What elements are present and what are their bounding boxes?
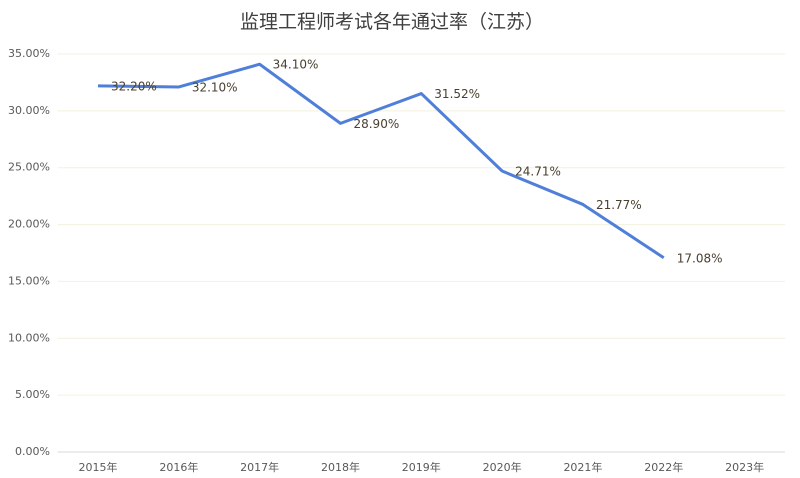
x-tick-label: 2021年 (563, 460, 602, 474)
value-label: 17.08% (677, 251, 723, 265)
value-label: 28.90% (353, 117, 399, 131)
value-label: 32.10% (192, 80, 238, 94)
chart-title: 监理工程师考试各年通过率（江苏） (240, 11, 544, 33)
x-tick-label: 2020年 (483, 460, 522, 474)
x-tick-label: 2015年 (79, 460, 118, 474)
value-label: 31.52% (434, 87, 480, 101)
x-tick-label: 2016年 (159, 460, 198, 474)
x-tick-label: 2023年 (725, 460, 764, 474)
x-tick-label: 2019年 (402, 460, 441, 474)
x-tick-label: 2017年 (240, 460, 279, 474)
x-tick-label: 2018年 (321, 460, 360, 474)
value-label: 32.20% (111, 79, 157, 93)
y-tick-label: 20.00% (8, 218, 50, 231)
x-tick-label: 2022年 (644, 460, 683, 474)
y-tick-label: 30.00% (8, 104, 50, 117)
y-tick-label: 10.00% (8, 331, 50, 344)
y-tick-label: 5.00% (15, 388, 50, 401)
value-label: 24.71% (515, 165, 561, 179)
value-label: 34.10% (273, 58, 319, 72)
value-label: 21.77% (596, 198, 642, 212)
y-tick-label: 0.00% (15, 445, 50, 458)
y-tick-label: 25.00% (8, 161, 50, 174)
series-line (97, 62, 665, 260)
y-tick-label: 15.00% (8, 274, 50, 287)
y-tick-label: 35.00% (8, 47, 50, 60)
